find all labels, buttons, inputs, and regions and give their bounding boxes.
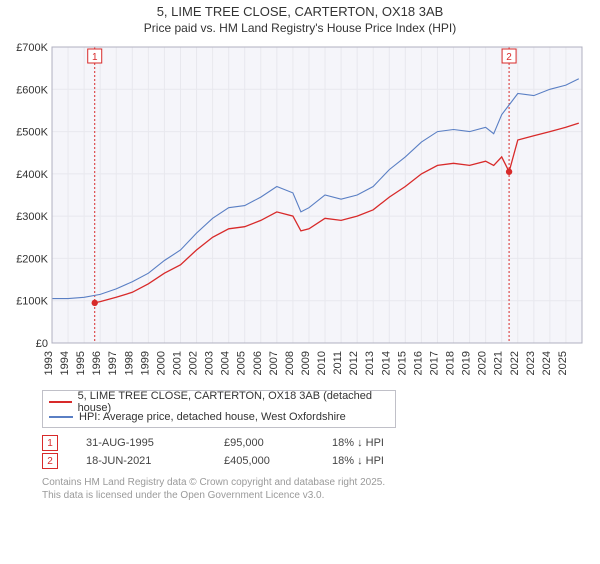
x-tick-label: 2000: [155, 351, 167, 375]
sale-point: [92, 300, 98, 306]
x-tick-label: 2018: [445, 351, 457, 375]
sale-date: 31-AUG-1995: [86, 437, 196, 449]
x-tick-label: 2025: [557, 351, 569, 375]
sale-row: 2 18-JUN-2021 £405,000 18% ↓ HPI: [42, 452, 590, 470]
x-tick-label: 2021: [493, 351, 505, 375]
line-chart-svg: £0 £100K £200K £300K £400K £500K £600K £700K 199…: [10, 41, 590, 381]
x-tick-label: 2011: [332, 351, 344, 375]
y-tick-label: £200K: [16, 253, 48, 265]
chart-title-address: 5, LIME TREE CLOSE, CARTERTON, OX18 3AB: [0, 4, 600, 19]
footer-attribution: Contains HM Land Registry data © Crown c…: [42, 476, 590, 502]
footer-line: Contains HM Land Registry data © Crown c…: [42, 476, 590, 489]
sale-index-box: 1: [42, 435, 58, 451]
x-tick-label: 2004: [220, 351, 232, 375]
x-tick-label: 2007: [268, 351, 280, 375]
x-tick-label: 1997: [107, 351, 119, 375]
x-tick-label: 2001: [171, 351, 183, 375]
y-tick-label: £600K: [16, 84, 48, 96]
x-tick-label: 2009: [300, 351, 312, 375]
sales-table: 1 31-AUG-1995 £95,000 18% ↓ HPI 2 18-JUN-2021…: [42, 434, 590, 470]
y-tick-label: £300K: [16, 211, 48, 223]
sale-date: 18-JUN-2021: [86, 455, 196, 467]
plot-background: [52, 47, 582, 343]
x-tick-label: 2022: [509, 351, 521, 375]
sale-price: £405,000: [224, 455, 304, 467]
y-tick-label: £100K: [16, 296, 48, 308]
x-tick-label: 2020: [477, 351, 489, 375]
chart-title-sub: Price paid vs. HM Land Registry's House …: [0, 21, 600, 35]
sale-marker-number: 1: [92, 52, 98, 63]
x-tick-label: 1998: [123, 351, 135, 375]
x-tick-label: 2017: [428, 351, 440, 375]
legend-swatch: [49, 401, 72, 403]
sale-hpi-delta: 18% ↓ HPI: [332, 455, 384, 467]
chart-title-block: 5, LIME TREE CLOSE, CARTERTON, OX18 3AB …: [0, 4, 600, 35]
y-tick-label: £700K: [16, 42, 48, 54]
x-tick-label: 2013: [364, 351, 376, 375]
x-tick-label: 2003: [204, 351, 216, 375]
y-tick-label: £400K: [16, 169, 48, 181]
legend-item: HPI: Average price, detached house, West…: [49, 409, 389, 424]
x-tick-label: 2024: [541, 351, 553, 375]
x-tick-label: 2005: [236, 351, 248, 375]
x-tick-label: 1993: [43, 351, 55, 375]
x-tick-label: 2006: [252, 351, 264, 375]
x-tick-label: 2019: [461, 351, 473, 375]
sale-marker-number: 2: [506, 52, 512, 63]
x-tick-label: 2016: [412, 351, 424, 375]
legend-item: 5, LIME TREE CLOSE, CARTERTON, OX18 3AB …: [49, 394, 389, 409]
y-tick-label: £0: [36, 338, 48, 350]
chart-area: £0 £100K £200K £300K £400K £500K £600K £700K 199…: [10, 41, 590, 386]
sale-hpi-delta: 18% ↓ HPI: [332, 437, 384, 449]
x-tick-label: 1994: [59, 351, 71, 375]
x-tick-label: 2002: [188, 351, 200, 375]
x-tick-label: 1995: [75, 351, 87, 375]
x-tick-label: 2012: [348, 351, 360, 375]
x-tick-label: 2023: [525, 351, 537, 375]
legend-label: HPI: Average price, detached house, West…: [79, 411, 346, 423]
x-tick-label: 2008: [284, 351, 296, 375]
sale-point: [506, 169, 512, 175]
x-tick-label: 1996: [91, 351, 103, 375]
y-tick-label: £500K: [16, 127, 48, 139]
x-tick-label: 2015: [396, 351, 408, 375]
x-tick-label: 1999: [139, 351, 151, 375]
legend-swatch: [49, 416, 73, 418]
x-tick-label: 2014: [380, 351, 392, 375]
x-tick-label: 2010: [316, 351, 328, 375]
footer-line: This data is licensed under the Open Gov…: [42, 489, 590, 502]
sale-row: 1 31-AUG-1995 £95,000 18% ↓ HPI: [42, 434, 590, 452]
sale-price: £95,000: [224, 437, 304, 449]
sale-index-box: 2: [42, 453, 58, 469]
legend-box: 5, LIME TREE CLOSE, CARTERTON, OX18 3AB …: [42, 390, 396, 428]
